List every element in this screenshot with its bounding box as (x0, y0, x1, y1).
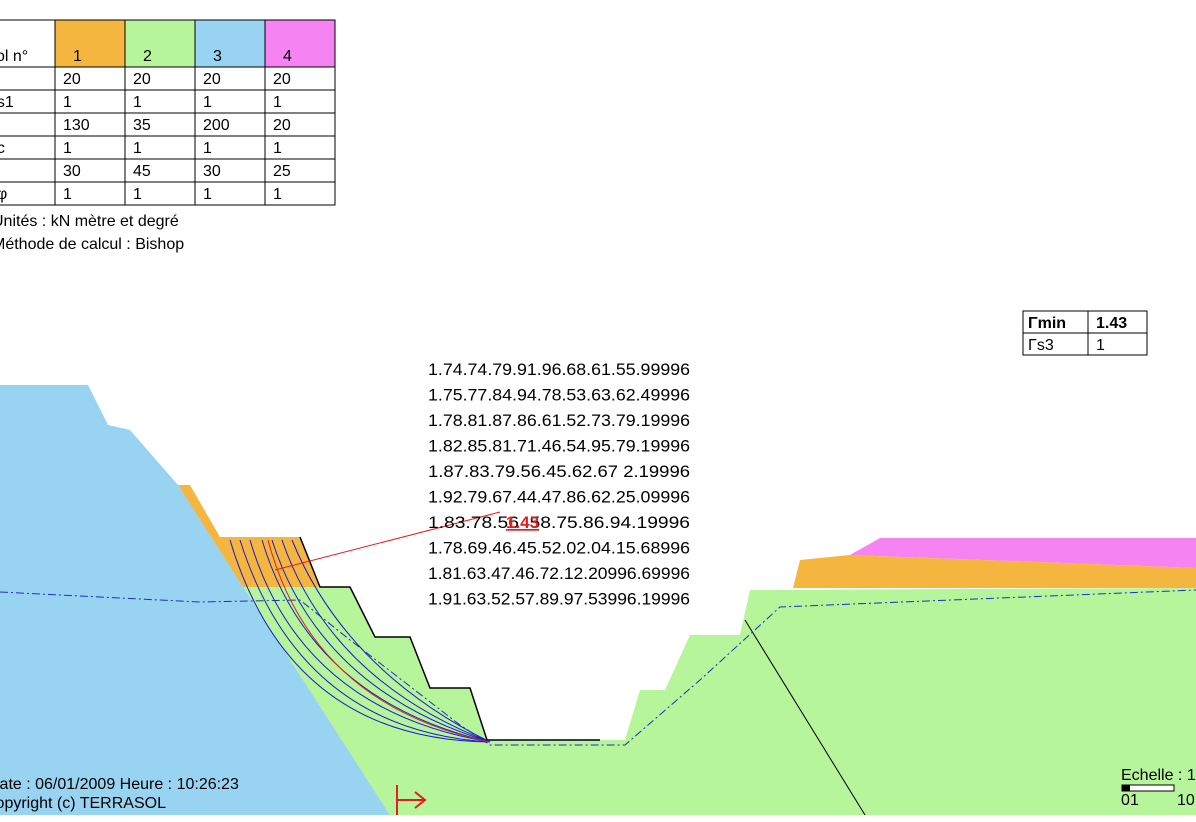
table-value: 200 (203, 117, 230, 134)
table-value: 20 (63, 71, 81, 88)
table-value: 1 (133, 140, 142, 157)
table-header: 1 (73, 48, 82, 65)
method: Méthode de calcul : Bishop (0, 236, 184, 253)
copyright: Copyright (c) TERRASOL (0, 795, 166, 812)
table-value: 130 (63, 117, 90, 134)
grid-row: 1.78.81.87.86.61.52.73.79.19996 (428, 411, 690, 430)
soil-3 (0, 385, 390, 815)
grid-row: 1.83.78.56 .58.75.86.94.19996 (428, 513, 690, 532)
table-header: 3 (213, 48, 222, 65)
soil-2 (243, 587, 1196, 815)
scale-tick: 0 (1121, 792, 1130, 809)
scale-tick: 10 (1177, 792, 1195, 809)
grid-row: 1.87.83.79.56.45.62.67 2.19996 (428, 462, 690, 481)
grid-row: 1.74.74.79.91.96.68.61.55.99996 (428, 360, 690, 379)
table-value: Γc (0, 140, 5, 157)
outline (299, 536, 600, 741)
fault-line (744, 619, 866, 816)
table-value: 1 (63, 186, 72, 203)
table-cell (264, 19, 336, 68)
units: Unités : kN mètre et degré (0, 213, 179, 230)
critical-circle (267, 539, 491, 743)
table-cell (0, 158, 56, 183)
table-value: 30 (63, 163, 81, 180)
table-cell (264, 181, 336, 206)
table-value: 35 (133, 117, 151, 134)
scale-tick: 1 (1130, 792, 1139, 809)
scale-bar-fill (1122, 785, 1130, 791)
table-cell (0, 66, 56, 91)
table-value: 20 (273, 71, 291, 88)
box-label: Γmin (1028, 315, 1066, 332)
grid-row: 1.78.69.46.45.52.02.04.15.68996 (428, 539, 690, 558)
table-value: 1 (273, 140, 282, 157)
table-value: 1 (133, 94, 142, 111)
factor-grid: 1.74.74.79.91.96.68.61.55.99996 1.75.77.8… (428, 360, 690, 609)
table-value: 45 (133, 163, 151, 180)
soil-1 (178, 485, 320, 587)
table-value: Γs1 (0, 94, 14, 111)
table-value: 1 (133, 186, 142, 203)
table-value: 1 (63, 140, 72, 157)
scale-label: Echelle : 1/ (1121, 767, 1196, 784)
pointer (274, 511, 501, 571)
table-cell (0, 181, 56, 206)
table-value: 1 (203, 94, 212, 111)
grid-row: 1.82.85.81.71.46.54.95.79.19996 (428, 437, 690, 456)
table-value: 1 (273, 186, 282, 203)
table-cell (194, 19, 266, 68)
box-value: 1 (1096, 337, 1105, 354)
table-cell (0, 112, 56, 137)
table-value: 1 (203, 140, 212, 157)
table-value: 20 (203, 71, 221, 88)
table-value: 20 (133, 71, 151, 88)
slip-circles (229, 539, 491, 743)
table-value: 30 (203, 163, 221, 180)
table-cell (54, 19, 126, 68)
grid-row: 1.92.79.67.44.47.86.62.25.09996 (428, 488, 690, 507)
soil-1-right (793, 555, 1196, 588)
water-table (0, 589, 1196, 746)
table-value: 1 (273, 94, 282, 111)
soil-table: sol n°1234γ20202020Γs11111c1303520020Γc1… (0, 19, 336, 206)
table-cell (124, 19, 196, 68)
grid-minimum: 1.43 (506, 513, 539, 532)
table-value: Γφ (0, 186, 7, 203)
box-cell (1087, 332, 1148, 356)
table-cell (0, 135, 56, 160)
table-value: 1 (203, 186, 212, 203)
table-header: 4 (283, 48, 292, 65)
table-value: 25 (273, 163, 291, 180)
table-header: 2 (143, 48, 152, 65)
grid-row: 1.91.63.52.57.89.97.53996.19996 (428, 590, 690, 609)
grid-row: 1.75.77.84.94.78.53.63.62.49996 (428, 386, 690, 405)
table-header: sol n° (0, 48, 28, 65)
grid-row: 1.81.63.47.46.72.12.20996.69996 (428, 564, 690, 583)
box-value: 1.43 (1096, 315, 1127, 332)
result-box: Γmin 1.43 Γs3 1 (1022, 310, 1148, 356)
load-marker (396, 785, 427, 815)
table-value: 20 (273, 117, 291, 134)
date: Date : 06/01/2009 Heure : 10:26:23 (0, 776, 239, 793)
soil-4 (850, 538, 1196, 568)
table-value: 1 (63, 94, 72, 111)
box-label: Γs3 (1028, 337, 1054, 354)
